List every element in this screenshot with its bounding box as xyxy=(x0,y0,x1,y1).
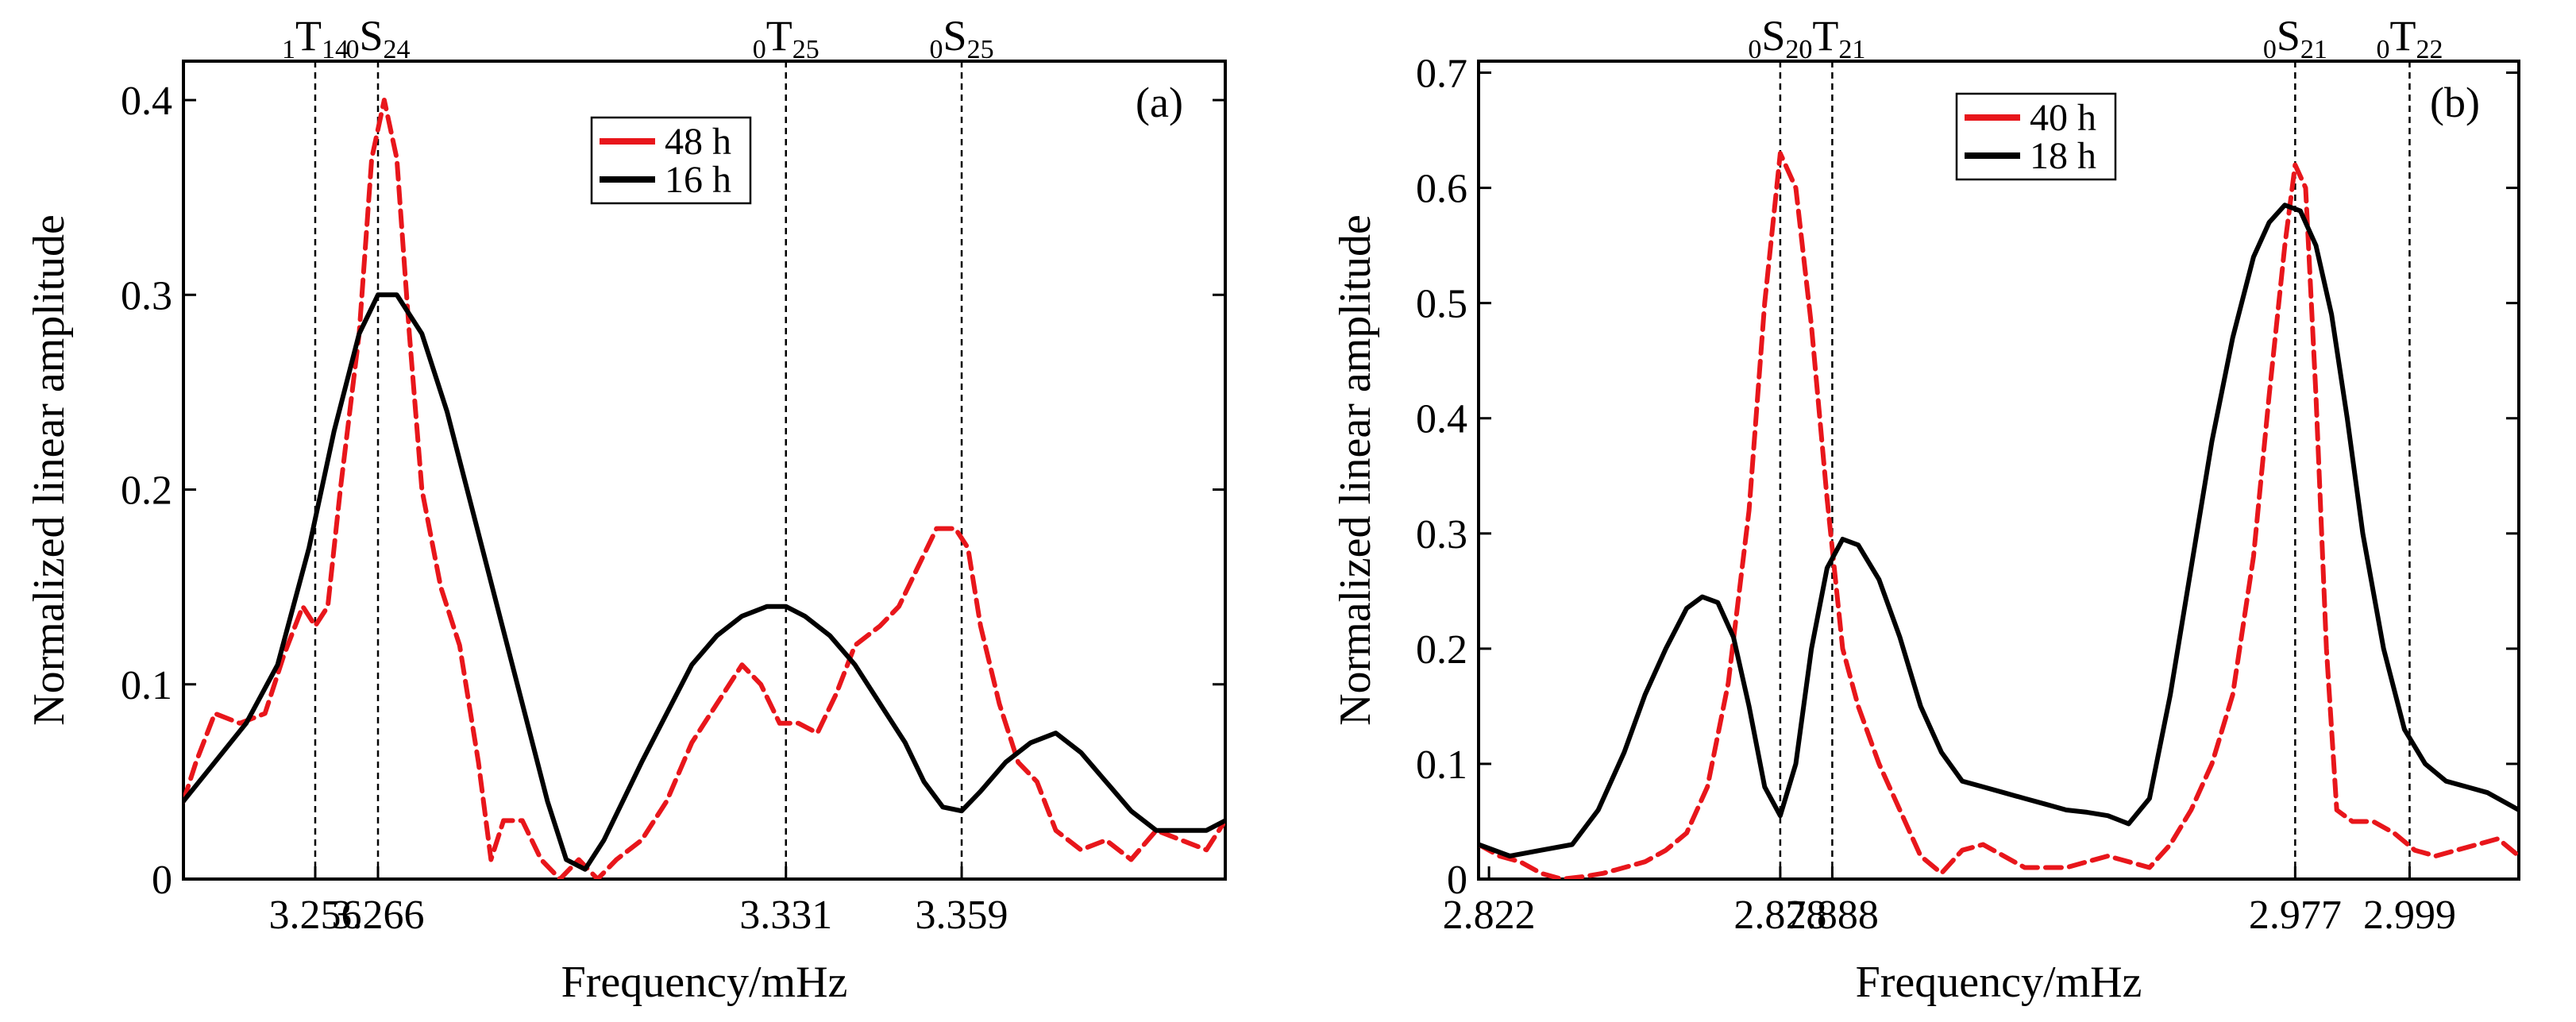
series-line xyxy=(183,98,1225,879)
plot-frame xyxy=(1477,60,2520,881)
x-tick-label: 2.822 xyxy=(1443,893,1536,938)
y-tick-label: 0.7 xyxy=(1416,52,1467,97)
x-tick-label: 2.888 xyxy=(1786,893,1879,938)
x-axis-title: Frequency/mHz xyxy=(1856,958,2142,1007)
x-tick-label: 2.977 xyxy=(2249,893,2342,938)
y-tick-label: 0.6 xyxy=(1416,167,1467,212)
y-tick-label: 0.4 xyxy=(1416,397,1467,442)
x-tick-label: 3.266 xyxy=(332,893,425,938)
mode-label: 0T25 xyxy=(753,12,819,64)
x-tick-label: 3.256 xyxy=(268,893,361,938)
mode-label: 1T14 xyxy=(282,12,349,64)
panel-label: (b) xyxy=(2430,79,2480,126)
legend-box xyxy=(1955,92,2117,181)
y-tick-label: 0.5 xyxy=(1416,282,1467,327)
y-tick-label: 0.2 xyxy=(121,469,172,514)
x-tick-label: 2.878 xyxy=(1733,893,1826,938)
legend-label: 40 h xyxy=(2030,97,2096,139)
x-tick-label: 3.359 xyxy=(916,893,1008,938)
y-tick-label: 0.4 xyxy=(121,79,172,124)
y-tick-label: 0.3 xyxy=(121,273,172,318)
y-tick-label: 0.1 xyxy=(1416,742,1467,788)
mode-label: 0S24 xyxy=(345,12,410,64)
mode-label: 0S25 xyxy=(930,12,994,64)
legend-label: 16 h xyxy=(665,159,731,201)
y-tick-label: 0 xyxy=(152,858,172,903)
y-tick-label: 0 xyxy=(1447,858,1467,903)
series-line xyxy=(1479,151,2519,879)
y-axis-title: Normalized linear amplitude xyxy=(25,214,74,726)
mode-label: 0S20 xyxy=(1748,12,1812,64)
mode-label: 0T22 xyxy=(2376,12,2443,64)
x-tick-label: 2.999 xyxy=(2363,893,2456,938)
y-tick-label: 0.3 xyxy=(1416,512,1467,557)
y-axis-title: Normalized linear amplitude xyxy=(1331,214,1380,726)
plot-frame xyxy=(182,60,1227,881)
legend-label: 18 h xyxy=(2030,135,2096,177)
legend-label: 48 h xyxy=(665,121,731,163)
series-group xyxy=(1479,151,2519,879)
series-line xyxy=(1479,202,2519,858)
legend-box xyxy=(590,116,752,205)
series-line xyxy=(183,292,1225,872)
x-axis-title: Frequency/mHz xyxy=(561,958,848,1007)
series-group xyxy=(183,98,1225,879)
mode-label: 0T21 xyxy=(1799,12,1865,64)
x-tick-label: 3.331 xyxy=(739,893,832,938)
y-tick-label: 0.1 xyxy=(121,663,172,708)
panel-label: (a) xyxy=(1136,79,1183,126)
mode-label: 0S21 xyxy=(2263,12,2327,64)
y-tick-label: 0.2 xyxy=(1416,627,1467,673)
